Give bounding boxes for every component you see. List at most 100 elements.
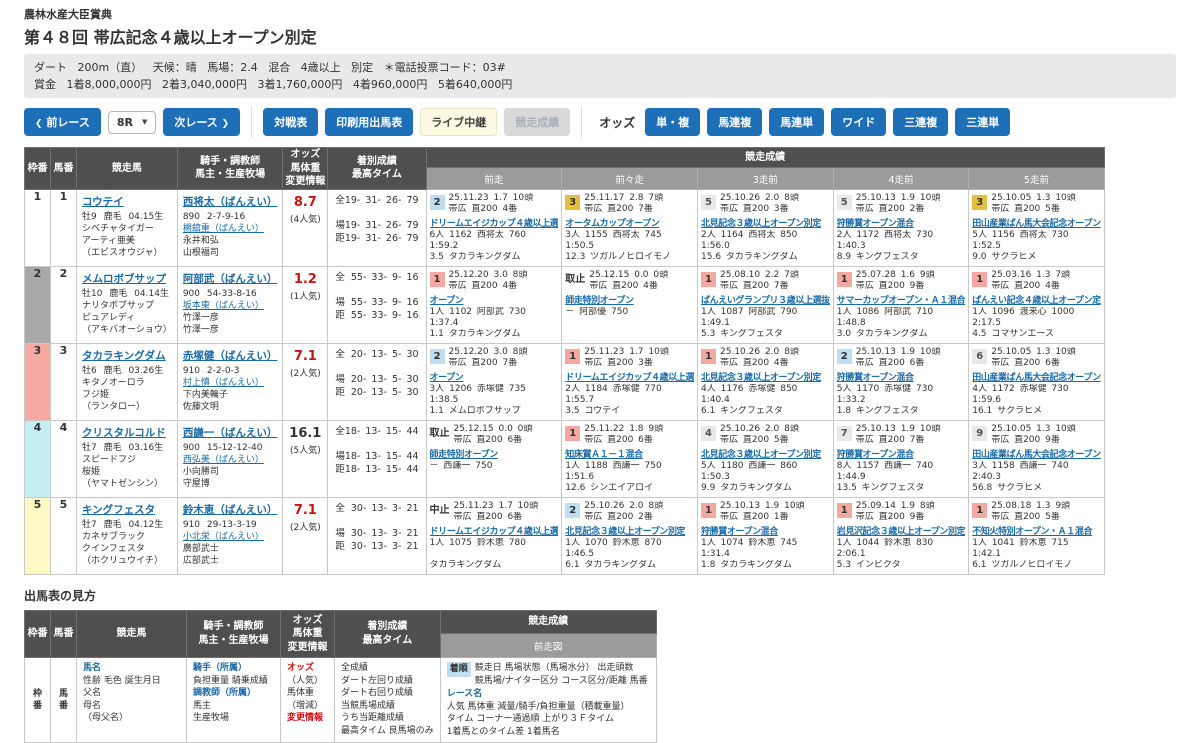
stats-scope-label: 距 [335,540,345,552]
finish-position-badge: 2 [565,502,581,518]
breeder-name: 山根福司 [182,247,219,258]
odds-bet-button[interactable]: 馬連単 [769,108,825,137]
odds-bet-button[interactable]: 三連複 [893,108,949,137]
race-name-link[interactable]: 田山産業ばん馬大会記念オープン [972,449,1101,460]
odds-value: 7.1 [293,348,317,364]
race-number-select[interactable]: 8R ▼ [107,110,157,134]
past-race-cell: 6 25.10.05 1.3 10頭 帯広 直200 6番 田山産業ばん馬大会記念オー… [968,342,1105,421]
odds-bet-button[interactable]: 三連単 [955,108,1011,137]
race-name-link[interactable]: 北見記念３歳以上オープン別定 [565,526,686,537]
odds-bet-button[interactable]: ワイド [831,108,887,137]
past-race-cell: 中止 25.11.23 1.7 10頭 帯広 直200 6番 ドリームエイジカップ４歳… [425,496,563,575]
prev-race-label: 前レース [46,116,90,130]
trainer-line: 槻舘重（ばんえい） [183,223,278,235]
col-header-odds: オッズ 馬体重 変更情報 [282,147,329,190]
race-name-link[interactable]: 不知火特別オープン・Ａ１混合 [972,526,1093,537]
race-name-link[interactable]: ばんえい記念４歳以上オープン定 [972,295,1101,306]
chevron-left-icon: ❮ [35,119,43,130]
odds-bet-button[interactable]: 単・複 [645,108,701,137]
horse-cell: コウテイ 牡9 鹿毛 04.15生 シベチャタイガー アーティ亜美 （エビスオウジャ） [76,188,178,267]
col-header-odds-line1: オッズ [290,149,321,161]
matchup-table-button[interactable]: 対戦表 [263,108,319,137]
race-margin-winner: 3.5 タカラキングダム [429,251,521,262]
race-name-link[interactable]: ドリームエイジカップ４歳以上選 [429,526,559,537]
horse-cell: メムロボブサップ 牡10 鹿毛 04.14生 ナリタボブサップ ピュアレディ （アキバオ… [76,265,178,344]
race-name-link[interactable]: 師走特別オープン [429,449,499,460]
prev-race-button[interactable]: ❮ 前レース [24,108,101,137]
race-date-line: 25.10.26 2.0 8頭 [720,423,799,434]
trainer-link[interactable]: 坂本東（ばんえい） [182,300,264,311]
race-name-link[interactable]: 師走特別オープン [565,295,634,306]
print-card-button[interactable]: 印刷用出馬表 [325,108,414,137]
waku-number: 1 [24,188,51,267]
entries-table: 枠番 馬番 競走馬 騎手・調教師 馬主・生産牧場 オッズ 馬体重 変更情報 着別成績最… [24,147,1105,575]
stats-values: 18- 13- 15- 44 [344,463,419,475]
jockey-link[interactable]: 阿部武（ばんえい） [182,272,278,285]
race-name-link[interactable]: オープン [429,372,464,383]
jockey-link[interactable]: 西謙一（ばんえい） [182,426,278,439]
race-name-link[interactable]: 狩勝賞オープン混合 [701,526,778,537]
legend-waku-cell: 枠番 [24,657,51,743]
race-name-link[interactable]: サマーカップオープン・Ａ１混合 [836,295,966,306]
jockey-link[interactable]: 赤塚健（ばんえい） [182,349,278,362]
race-name-link[interactable]: オープン [429,295,464,306]
race-name-link[interactable]: オータムカップオープン [565,218,660,229]
race-result-top: 取止 25.12.15 0.0 0頭 帯広 直200 4番 [565,270,694,292]
horse-name-link[interactable]: コウテイ [82,195,124,208]
horse-info: メムロボブサップ 牡10 鹿毛 04.14生 ナリタボブサップ ピュアレディ （アキバオ… [77,267,177,340]
race-name-link[interactable]: 狩勝賞オープン混合 [836,218,914,229]
race-name-link[interactable]: 狩勝賞オープン混合 [836,449,914,460]
jockey-link[interactable]: 西将太（ばんえい） [182,195,278,208]
race-date-block: 25.12.20 3.0 8頭 帯広 直200 4番 [449,270,528,292]
owner-name: 下内美輪子 [182,389,228,400]
race-name-link[interactable]: 知床賞Ａ１－１混合 [565,449,643,460]
stats-scope-label: 全 [335,502,345,514]
race-name-link[interactable]: ばんえいグランプリ３歳以上選抜 [701,295,830,306]
popularity-rank: (4人気) [289,214,321,225]
horse-info: コウテイ 牡9 鹿毛 04.15生 シベチャタイガー アーティ亜美 （エビスオウジャ） [77,190,177,263]
stats-values: 30- 13- 3- 21 [350,502,419,514]
live-stream-button[interactable]: ライブ中継 [420,108,498,137]
stats-cell: 全 19- 31- 26- 79 場 19- 31- 26- 79 距 19- 31- 2… [327,188,427,267]
stats-gap [333,207,420,219]
race-margin-winner [430,483,559,494]
odds-cell: 8.7 (4人気) [282,188,329,267]
jockey-link[interactable]: 鈴木恵（ばんえい） [182,503,278,516]
stats-line: 距 18- 13- 15- 44 [333,463,420,476]
race-date-line: 25.07.28 1.6 9頭 [855,269,935,280]
horse-name-link[interactable]: タカラキングダム [82,349,166,362]
trainer-link[interactable]: 村上慎（ばんえい） [182,377,264,388]
trainer-link[interactable]: 槻舘重（ばんえい） [182,223,264,234]
race-result-top: 1 25.12.20 3.0 8頭 帯広 直200 4番 [429,270,559,292]
stats-line: 全 20- 13- 5- 30 [333,348,420,361]
race-time: 1:40.3 [836,240,866,251]
waku-number: 4 [24,419,51,498]
horse-name-link[interactable]: キングフェスタ [82,503,156,516]
race-track-line: 帯広 直200 7番 [584,203,653,214]
race-name-link[interactable]: 田山産業ばん馬大会記念オープン [972,372,1101,383]
horse-name-link[interactable]: クリスタルコルド [82,426,166,439]
horse-name-link[interactable]: メムロボブサップ [82,272,166,285]
race-name-link[interactable]: ドリームエイジカップ４歳以上選 [565,372,695,383]
race-time: 1:59.6 [972,394,1002,405]
race-name-link[interactable]: 北見記念３歳以上オープン別定 [701,449,821,460]
race-date-line: 25.11.22 1.8 9頭 [584,423,664,434]
race-name-link[interactable]: 北見記念３歳以上オープン別定 [701,372,821,383]
race-name-link[interactable]: 狩勝賞オープン混合 [836,372,914,383]
odds-bet-button[interactable]: 馬連複 [707,108,763,137]
race-track-line: 帯広 直200 6番 [855,357,925,368]
race-name-link[interactable]: ドリームエイジカップ４歳以上選 [429,218,559,229]
race-name-link[interactable]: 岩見沢記念３歳以上オープン別定 [836,526,966,537]
legend-odds-line: （人気） [287,675,324,686]
race-name-link[interactable]: 田山産業ばん馬大会記念オープン [972,218,1101,229]
entry-row: 3 3 タカラキングダム 牡6 鹿毛 03.26生 キタノオーロラ フジ姫 （ランタロー）赤… [24,342,1105,421]
race-name-link[interactable]: 北見記念３歳以上オープン別定 [701,218,821,229]
race-pop-weight-jockey: 5人 1170 赤塚健 730 [836,383,934,394]
race-pop-weight-jockey: － 西謙一 750 [429,460,493,471]
trainer-link[interactable]: 小北栄（ばんえい） [182,531,264,542]
race-date-block: 25.08.10 2.2 7頭 帯広 直200 7番 [720,270,799,292]
next-race-button[interactable]: 次レース ❯ [163,108,241,137]
race-date-line: 25.08.10 2.2 7頭 [720,269,799,280]
trainer-link[interactable]: 西弘美（ばんえい） [182,454,264,465]
legend-jockey-line: 調教師（所属） [193,688,257,699]
